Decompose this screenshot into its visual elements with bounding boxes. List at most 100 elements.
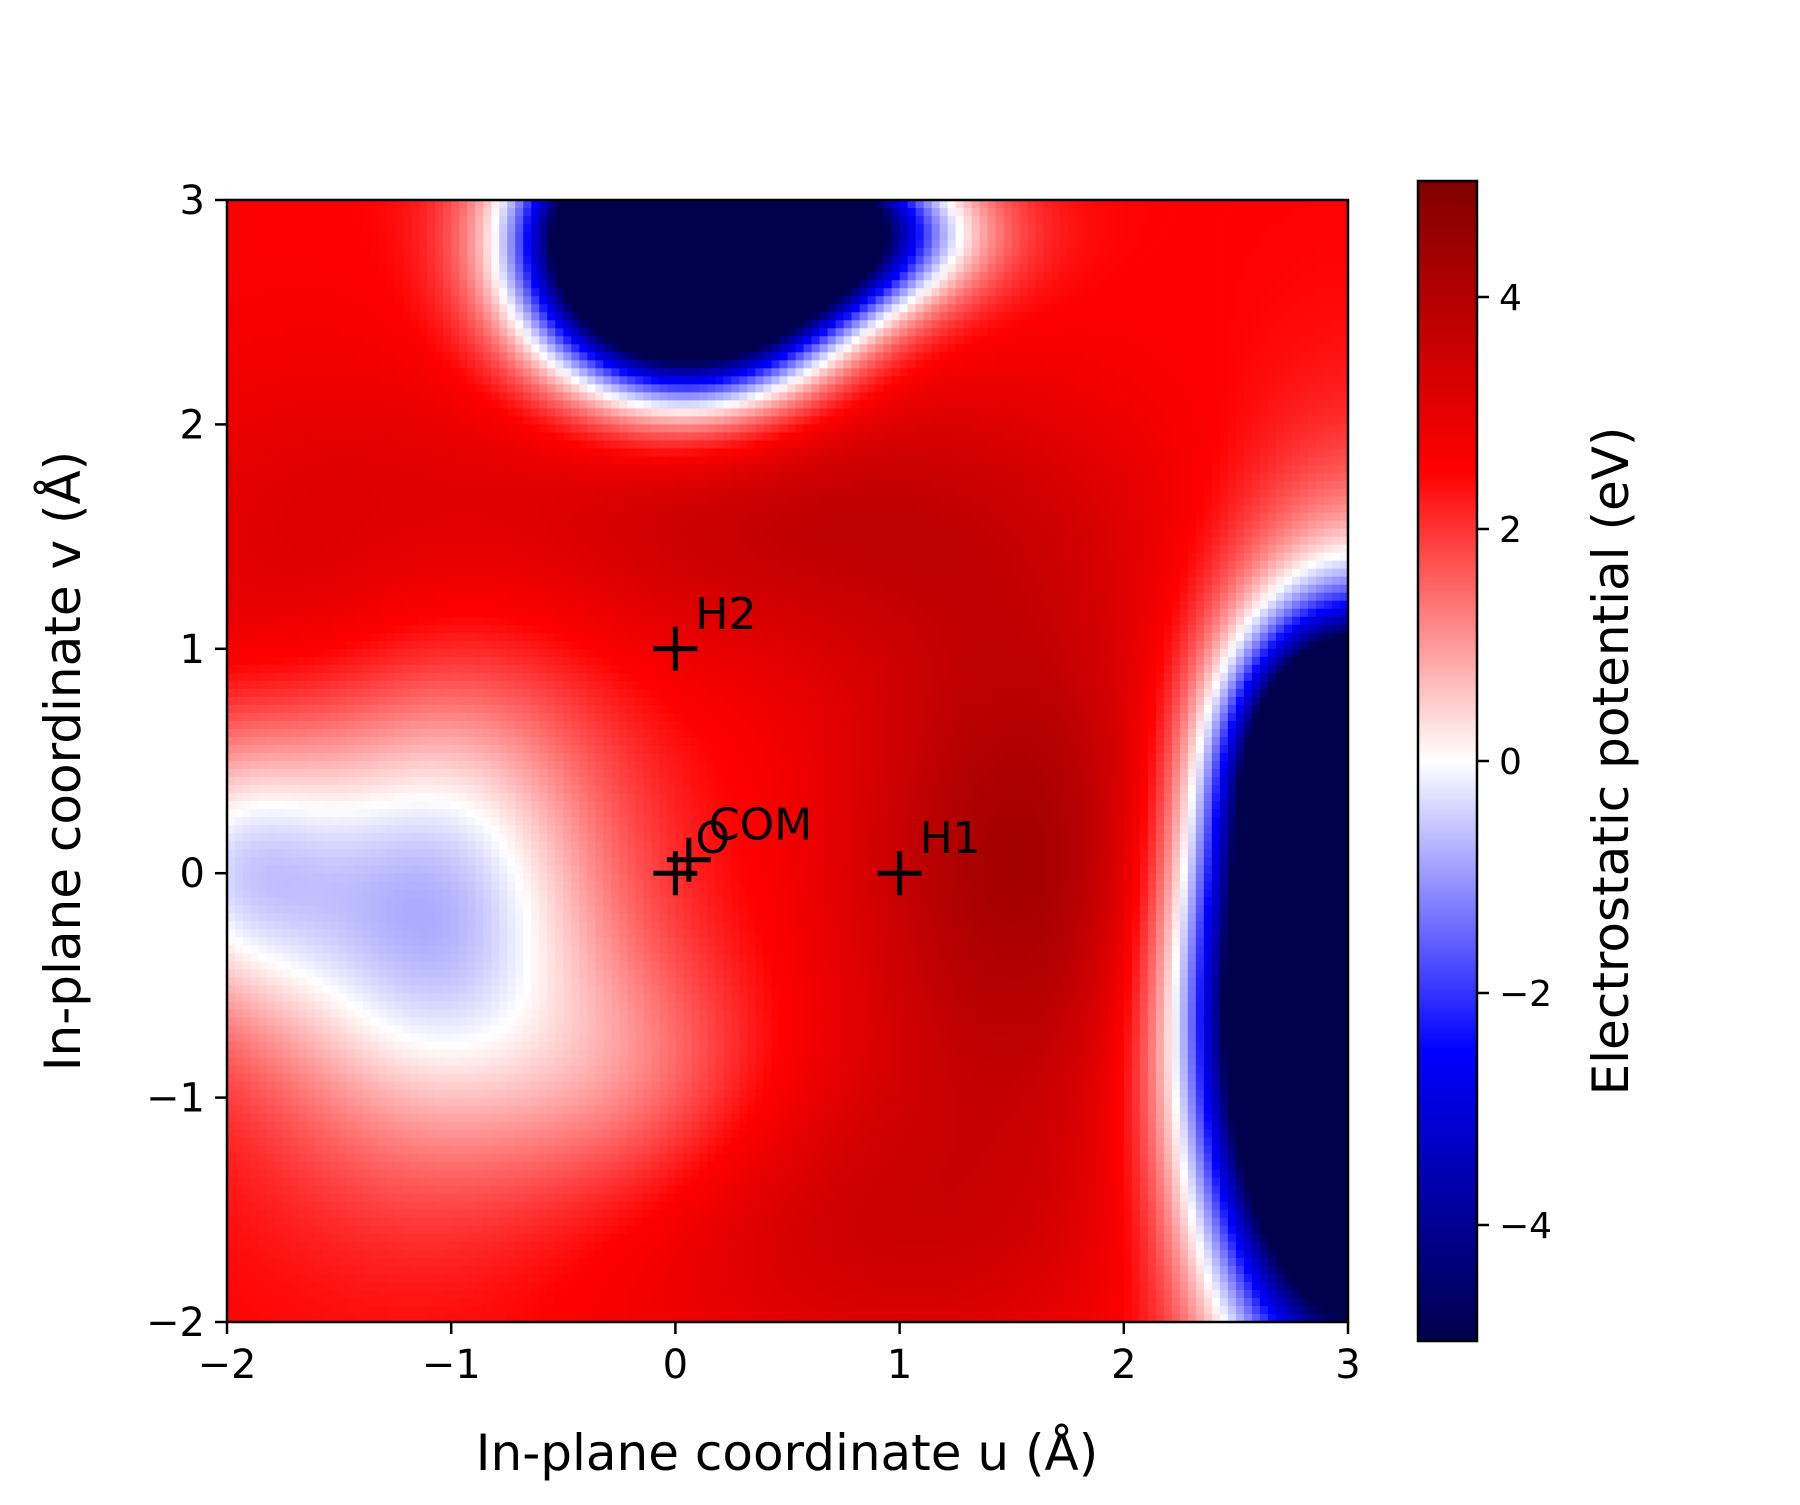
heatmap-cell	[579, 216, 588, 225]
heatmap-cell	[964, 312, 973, 321]
heatmap-cell	[355, 448, 364, 457]
heatmap-cell	[1172, 376, 1181, 385]
heatmap-cell	[403, 224, 412, 233]
heatmap-cell	[828, 400, 837, 409]
heatmap-cell	[1260, 400, 1269, 409]
heatmap-cell	[643, 456, 652, 465]
heatmap-cell	[547, 328, 556, 337]
heatmap-cell	[956, 232, 965, 241]
heatmap-cell	[908, 264, 917, 273]
heatmap-cell	[659, 296, 668, 305]
heatmap-cell	[1164, 296, 1173, 305]
heatmap-cell	[1156, 360, 1165, 369]
heatmap-cell	[1204, 376, 1213, 385]
heatmap-cell	[788, 288, 797, 297]
heatmap-cell	[587, 288, 596, 297]
heatmap-cell	[996, 456, 1005, 465]
heatmap-cell	[1252, 304, 1261, 313]
heatmap-cell	[395, 224, 404, 233]
heatmap-cell	[531, 424, 540, 433]
heatmap-cell	[1156, 208, 1165, 217]
heatmap-cell	[515, 440, 524, 449]
heatmap-cell	[948, 440, 957, 449]
heatmap-cell	[1140, 216, 1149, 225]
heatmap-cell	[307, 256, 316, 265]
heatmap-cell	[1316, 224, 1325, 233]
heatmap-cell	[1236, 272, 1245, 281]
heatmap-cell	[443, 384, 452, 393]
heatmap-cell	[980, 312, 989, 321]
heatmap-cell	[755, 240, 764, 249]
heatmap-cell	[924, 288, 933, 297]
heatmap-cell	[1140, 448, 1149, 457]
heatmap-cell	[1324, 264, 1333, 273]
heatmap-cell	[788, 208, 797, 217]
heatmap-cell	[1172, 328, 1181, 337]
heatmap-cell	[1212, 336, 1221, 345]
heatmap-cell	[908, 424, 917, 433]
heatmap-cell	[1180, 216, 1189, 225]
heatmap-cell	[251, 304, 260, 313]
heatmap-cell	[1004, 272, 1013, 281]
heatmap-cell	[1164, 224, 1173, 233]
heatmap-cell	[579, 464, 588, 473]
heatmap-cell	[579, 272, 588, 281]
heatmap-cell	[1204, 296, 1213, 305]
heatmap-cell	[956, 432, 965, 441]
heatmap-cell	[315, 408, 324, 417]
heatmap-cell	[964, 248, 973, 257]
heatmap-cell	[1020, 304, 1029, 313]
heatmap-cell	[796, 296, 805, 305]
heatmap-cell	[1228, 376, 1237, 385]
heatmap-cell	[956, 256, 965, 265]
heatmap-cell	[331, 280, 340, 289]
heatmap-cell	[435, 360, 444, 369]
heatmap-cell	[1204, 216, 1213, 225]
heatmap-cell	[1132, 296, 1141, 305]
heatmap-cell	[595, 336, 604, 345]
heatmap-cell	[731, 280, 740, 289]
heatmap-cell	[1308, 440, 1317, 449]
heatmap-cell	[860, 200, 869, 209]
heatmap-cell	[755, 344, 764, 353]
heatmap-cell	[1084, 256, 1093, 265]
heatmap-cell	[387, 456, 396, 465]
heatmap-cell	[235, 312, 244, 321]
heatmap-cell	[227, 312, 236, 321]
heatmap-cell	[251, 312, 260, 321]
heatmap-cell	[427, 320, 436, 329]
heatmap-cell	[956, 280, 965, 289]
heatmap-cell	[1212, 472, 1221, 481]
heatmap-cell	[1044, 424, 1053, 433]
heatmap-cell	[852, 392, 861, 401]
heatmap-cell	[379, 384, 388, 393]
heatmap-cell	[828, 336, 837, 345]
heatmap-cell	[315, 256, 324, 265]
heatmap-cell	[299, 336, 308, 345]
heatmap-cell	[739, 344, 748, 353]
heatmap-cell	[459, 408, 468, 417]
heatmap-cell	[908, 240, 917, 249]
heatmap-cell	[1052, 424, 1061, 433]
heatmap-cell	[1044, 432, 1053, 441]
heatmap-cell	[459, 392, 468, 401]
heatmap-cell	[483, 408, 492, 417]
heatmap-cell	[1180, 256, 1189, 265]
heatmap-cell	[1028, 472, 1037, 481]
heatmap-cell	[451, 360, 460, 369]
heatmap-cell	[275, 440, 284, 449]
heatmap-cell	[651, 481, 660, 490]
heatmap-cell	[387, 304, 396, 313]
heatmap-cell	[1124, 280, 1133, 289]
heatmap-cell	[635, 208, 644, 217]
heatmap-cell	[691, 280, 700, 289]
heatmap-cell	[443, 304, 452, 313]
heatmap-cell	[331, 224, 340, 233]
heatmap-cell	[619, 320, 628, 329]
heatmap-cell	[571, 232, 580, 241]
heatmap-cell	[523, 280, 532, 289]
heatmap-cell	[307, 304, 316, 313]
heatmap-cell	[892, 208, 901, 217]
heatmap-cell	[339, 392, 348, 401]
heatmap-cell	[980, 336, 989, 345]
